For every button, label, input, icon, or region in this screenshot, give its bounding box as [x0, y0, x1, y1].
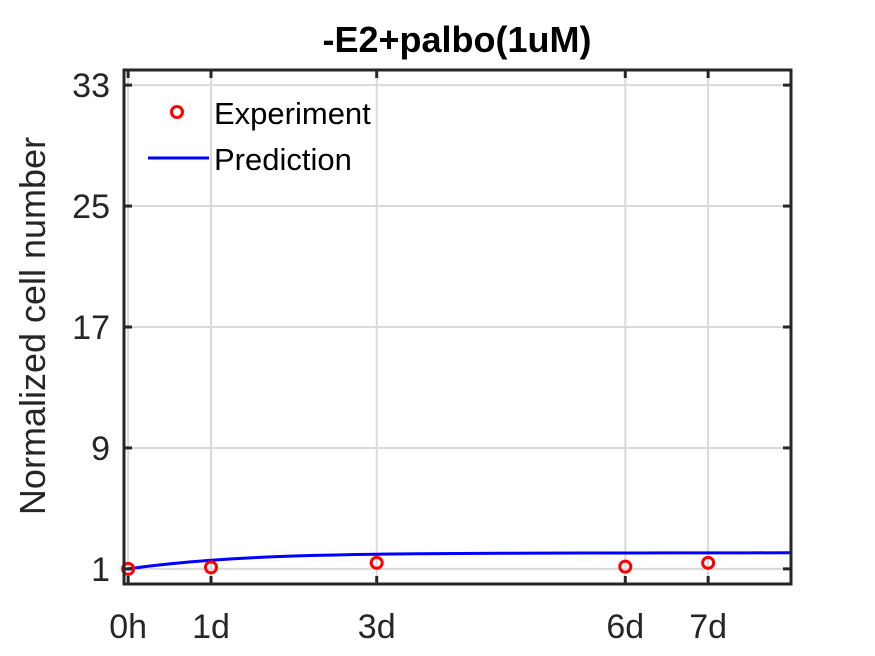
y-tick-label: 25	[72, 188, 110, 226]
x-tick-label: 1d	[192, 608, 230, 646]
experiment-data-point	[701, 555, 716, 570]
experiment-data-point	[204, 560, 218, 575]
x-tick-label: 3d	[358, 608, 396, 646]
axis-ticks: 0h 1d 3d 6d 7d 1 9 17 25 33	[72, 67, 791, 646]
experiment-data-point	[369, 555, 384, 570]
data-series	[121, 551, 793, 576]
x-tick-label: 7d	[689, 608, 727, 646]
legend-experiment-label: Experiment	[214, 96, 371, 131]
grid-lines	[124, 70, 791, 584]
chart-title: -E2+palbo(1uM)	[322, 19, 591, 60]
legend-prediction-label: Prediction	[214, 142, 352, 177]
prediction-series-line	[126, 551, 793, 571]
y-tick-label: 17	[72, 309, 110, 347]
x-tick-label: 0h	[109, 608, 147, 646]
y-tick-label: 1	[91, 551, 110, 589]
x-tick-label: 6d	[606, 608, 644, 646]
legend: Experiment Prediction	[148, 96, 371, 177]
y-tick-label: 33	[72, 67, 110, 105]
experiment-data-point	[618, 559, 633, 574]
legend-experiment-marker-icon	[170, 105, 184, 119]
y-tick-label: 9	[91, 430, 110, 468]
y-axis-label: Normalized cell number	[12, 137, 53, 515]
